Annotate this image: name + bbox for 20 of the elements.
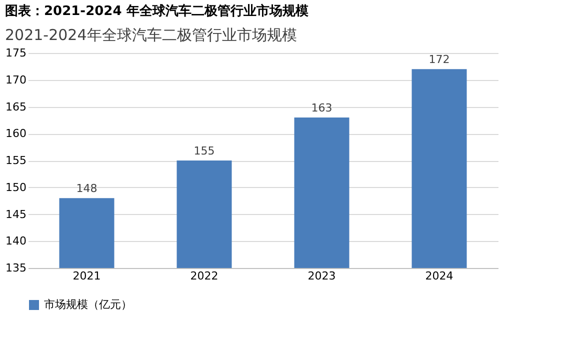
x-tick-label: 2023 (308, 270, 336, 282)
data-label: 163 (311, 102, 332, 114)
y-tick-label: 160 (6, 127, 26, 140)
y-tick-label: 150 (6, 180, 26, 194)
y-tick-label: 175 (6, 46, 26, 60)
y-tick-label: 140 (6, 234, 26, 248)
data-label: 148 (76, 182, 98, 196)
data-label: 172 (428, 53, 450, 66)
x-tick-label: 2024 (425, 270, 454, 282)
chart-subtitle: 2021-2024年全球汽车二极管行业市场规模 (5, 26, 297, 44)
y-tick-label: 165 (6, 100, 26, 114)
x-tick-label: 2021 (72, 270, 101, 282)
data-label: 155 (194, 144, 215, 158)
y-tick-label: 135 (6, 262, 26, 274)
legend-label: 市场规模（亿元） (44, 298, 132, 311)
x-tick-label: 2022 (190, 270, 218, 282)
y-tick-label: 145 (6, 208, 26, 221)
y-tick-label: 170 (6, 73, 26, 86)
y-tick-label: 155 (6, 154, 26, 167)
chart-title: 图表：2021-2024 年全球汽车二极管行业市场规模 (5, 3, 308, 19)
